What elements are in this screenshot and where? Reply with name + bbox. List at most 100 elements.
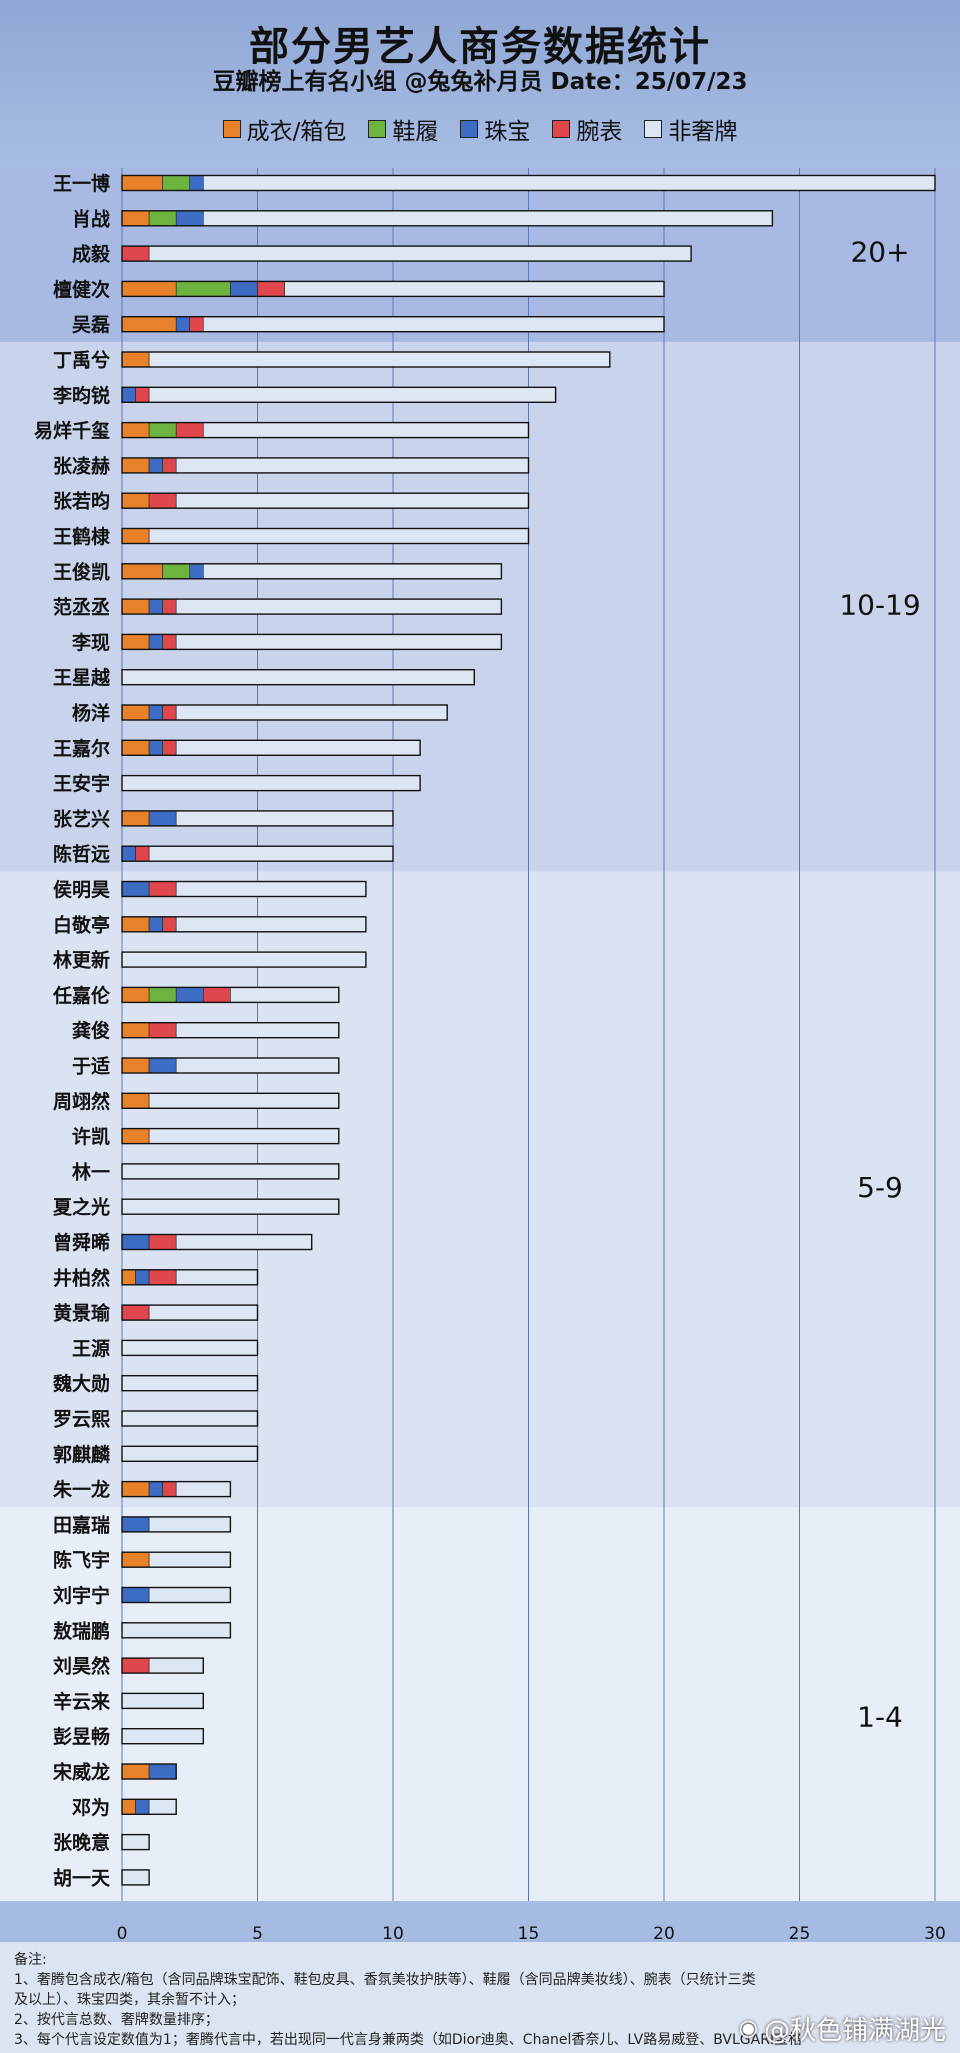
bar-3-seg-0 — [121, 281, 177, 297]
bar-37-seg-3 — [162, 1481, 177, 1497]
bar-40-seg-2 — [121, 1587, 150, 1603]
bar-outline-22 — [121, 951, 367, 968]
bar-outline-18 — [121, 810, 394, 827]
bar-12-seg-3 — [162, 598, 177, 615]
bar-15-seg-2 — [148, 704, 163, 721]
bar-39-seg-4 — [148, 1551, 231, 1568]
bar-48-seg-4 — [121, 1869, 150, 1886]
bar-outline-42 — [121, 1657, 205, 1674]
bar-8-seg-4 — [175, 457, 529, 474]
bar-45-seg-2 — [148, 1763, 177, 1780]
bar-23-seg-2 — [175, 987, 204, 1003]
bar-5-seg-4 — [148, 351, 611, 368]
chart-title: 部分男艺人商务数据统计 — [249, 24, 711, 70]
bar-27-seg-0 — [121, 1128, 150, 1144]
x-tick-label-6: 30 — [924, 1924, 946, 1942]
category-label-16: 王嘉尔 — [53, 737, 110, 760]
category-label-15: 杨洋 — [72, 702, 110, 725]
bar-outline-33 — [121, 1339, 259, 1357]
category-label-7: 易烊千玺 — [34, 419, 110, 442]
bar-outline-3 — [121, 280, 665, 298]
legend-item-3: 腕表 — [552, 112, 622, 146]
bar-5-seg-0 — [121, 351, 150, 368]
category-label-42: 刘昊然 — [53, 1655, 110, 1678]
bar-13-seg-3 — [162, 634, 177, 650]
bar-46-seg-2 — [135, 1799, 150, 1815]
category-label-6: 李昀锐 — [52, 384, 110, 407]
bar-18-seg-0 — [121, 810, 150, 827]
category-label-5: 丁禹兮 — [53, 349, 110, 372]
bar-35-seg-4 — [121, 1410, 258, 1427]
group-label-2: 5-9 — [857, 1171, 903, 1204]
bar-outline-26 — [121, 1092, 340, 1109]
category-label-9: 张若昀 — [53, 490, 110, 513]
watermark: ◉ @秋色铺满湖光 — [739, 2010, 946, 2047]
bar-outline-34 — [121, 1374, 259, 1392]
bar-20-seg-4 — [175, 881, 367, 897]
bar-outline-12 — [121, 598, 503, 615]
bar-16-seg-2 — [148, 739, 163, 756]
bar-4-seg-3 — [189, 316, 204, 332]
bar-0-seg-1 — [162, 175, 191, 191]
bar-outline-40 — [121, 1586, 232, 1604]
category-label-0: 王一博 — [53, 172, 110, 195]
legend-swatch-3 — [552, 120, 571, 138]
bar-1-seg-4 — [203, 210, 773, 227]
bar-25-seg-0 — [121, 1057, 150, 1074]
bar-outline-27 — [121, 1127, 340, 1145]
chart-subtitle: 豆瓣榜上有名小组 @兔兔补月员 Date：25/07/23 — [212, 69, 748, 95]
bar-26-seg-0 — [121, 1092, 150, 1109]
bar-37-seg-2 — [148, 1481, 163, 1497]
bar-36-seg-4 — [121, 1446, 258, 1462]
bar-outline-0 — [121, 174, 936, 192]
bar-4-seg-4 — [203, 316, 665, 332]
category-label-19: 陈哲远 — [53, 843, 110, 866]
bar-outline-46 — [121, 1798, 177, 1816]
legend-swatch-2 — [460, 120, 479, 138]
bar-4-seg-0 — [121, 316, 177, 332]
bar-44-seg-4 — [121, 1728, 204, 1744]
legend-item-1: 鞋履 — [368, 112, 438, 146]
bar-13-seg-4 — [175, 634, 502, 650]
bar-outline-28 — [121, 1163, 340, 1180]
bar-14-seg-4 — [121, 669, 475, 686]
legend-item-0: 成衣/箱包 — [222, 112, 346, 146]
category-label-31: 井柏然 — [53, 1266, 110, 1289]
bar-15-seg-4 — [175, 704, 448, 721]
category-label-29: 夏之光 — [53, 1196, 110, 1219]
chart-header: 部分男艺人商务数据统计 豆瓣榜上有名小组 @兔兔补月员 Date：25/07/2… — [0, 0, 960, 168]
bar-outline-7 — [121, 421, 530, 439]
notes-line-4: 3、每个代言设定数值为1；奢腾代言中，若出现同一代言身兼两类（如Dior迪奥、C… — [14, 2032, 803, 2048]
bar-34-seg-4 — [121, 1375, 258, 1391]
axis-strip — [0, 1901, 960, 1942]
bar-outline-36 — [121, 1445, 259, 1463]
bar-outline-8 — [121, 457, 530, 474]
bar-30-seg-3 — [148, 1234, 177, 1250]
category-label-22: 林更新 — [53, 949, 110, 972]
bar-outline-4 — [121, 315, 665, 333]
category-label-36: 郭麒麟 — [53, 1443, 111, 1466]
category-label-23: 任嘉伦 — [52, 984, 111, 1007]
bar-20-seg-2 — [121, 881, 150, 897]
category-label-34: 魏大勋 — [52, 1372, 110, 1395]
bar-13-seg-0 — [121, 634, 150, 650]
category-label-43: 辛云来 — [53, 1690, 110, 1713]
bar-7-seg-3 — [175, 422, 204, 438]
bar-31-seg-4 — [175, 1269, 258, 1286]
category-label-44: 彭昱畅 — [53, 1725, 110, 1748]
bar-27-seg-4 — [148, 1128, 340, 1144]
legend-swatch-0 — [222, 120, 241, 138]
bar-16-seg-3 — [162, 739, 177, 756]
bar-25-seg-2 — [148, 1057, 177, 1074]
legend-label-2: 珠宝 — [484, 119, 531, 145]
bar-26-seg-4 — [148, 1092, 340, 1109]
bar-12-seg-2 — [148, 598, 163, 615]
bar-23-seg-4 — [230, 987, 340, 1003]
bar-37-seg-4 — [175, 1481, 231, 1497]
bar-outline-15 — [121, 704, 448, 721]
bar-outline-48 — [121, 1869, 150, 1886]
legend-label-3: 腕表 — [576, 119, 623, 145]
bar-1-seg-1 — [148, 210, 177, 227]
x-tick-label-2: 10 — [382, 1924, 404, 1942]
category-label-40: 刘宇宁 — [53, 1584, 110, 1607]
